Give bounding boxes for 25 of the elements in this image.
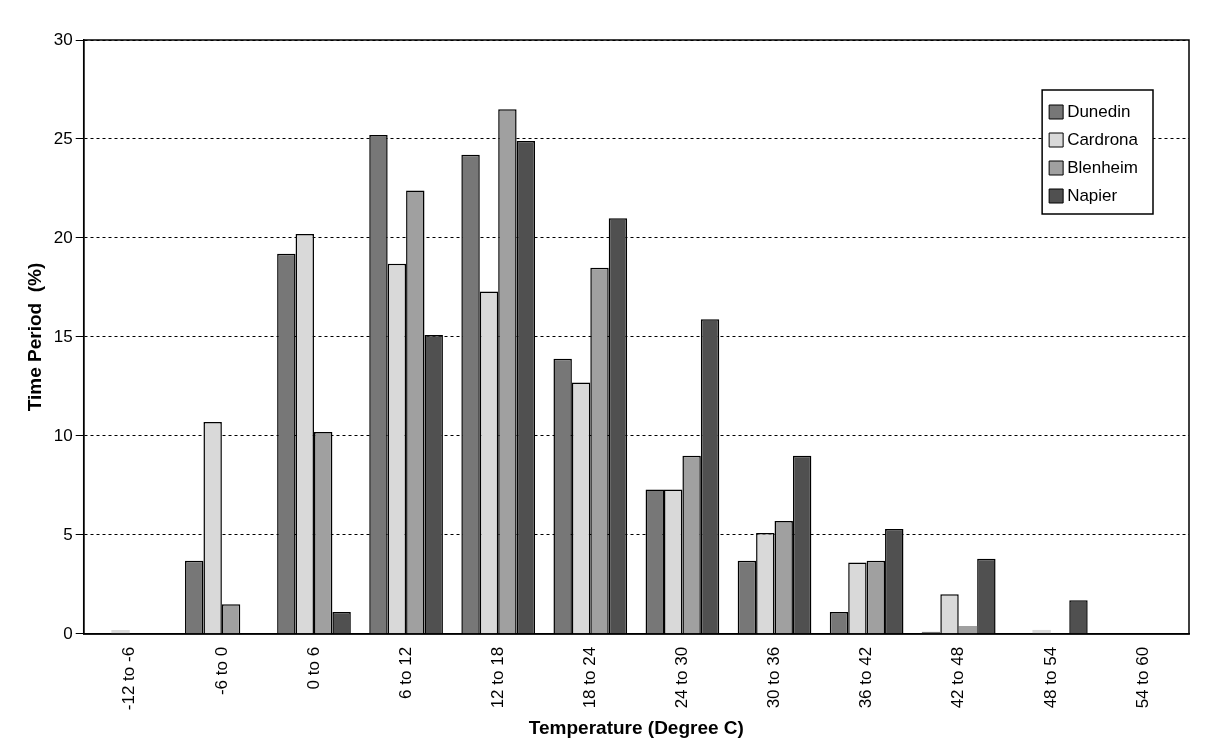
x-tick-label: 42 to 48 [948,646,968,709]
x-tick-label: 48 to 54 [1040,646,1060,709]
legend-label: Dunedin [1067,101,1131,121]
y-tick-label: 0 [63,623,73,643]
legend-label: Napier [1067,185,1118,205]
y-tick-label: 5 [63,524,73,544]
y-tick-label: 30 [53,29,73,49]
y-tick-label: 25 [53,128,73,148]
x-axis-title: Temperature (Degree C) [528,716,744,738]
x-tick-label: 18 to 24 [579,646,599,709]
x-tick-label: 54 to 60 [1132,646,1152,709]
x-tick-label: 0 to 6 [303,646,323,690]
x-tick-label: 30 to 36 [764,646,784,709]
y-tick-label: 15 [53,326,73,346]
x-tick-label: 24 to 30 [672,646,692,709]
x-tick-label: 12 to 18 [487,646,507,709]
legend-label: Cardrona [1067,129,1139,149]
x-tick-label: 36 to 42 [856,646,876,709]
x-tick-label: 6 to 12 [395,646,415,699]
y-axis-title: Time Period (%) [23,262,45,412]
y-tick-label: 20 [53,227,73,247]
legend-label: Blenheim [1067,157,1138,177]
x-tick-label: -6 to 0 [211,646,231,696]
x-tick-label: -12 to -6 [119,646,139,711]
y-tick-label: 10 [53,425,73,445]
